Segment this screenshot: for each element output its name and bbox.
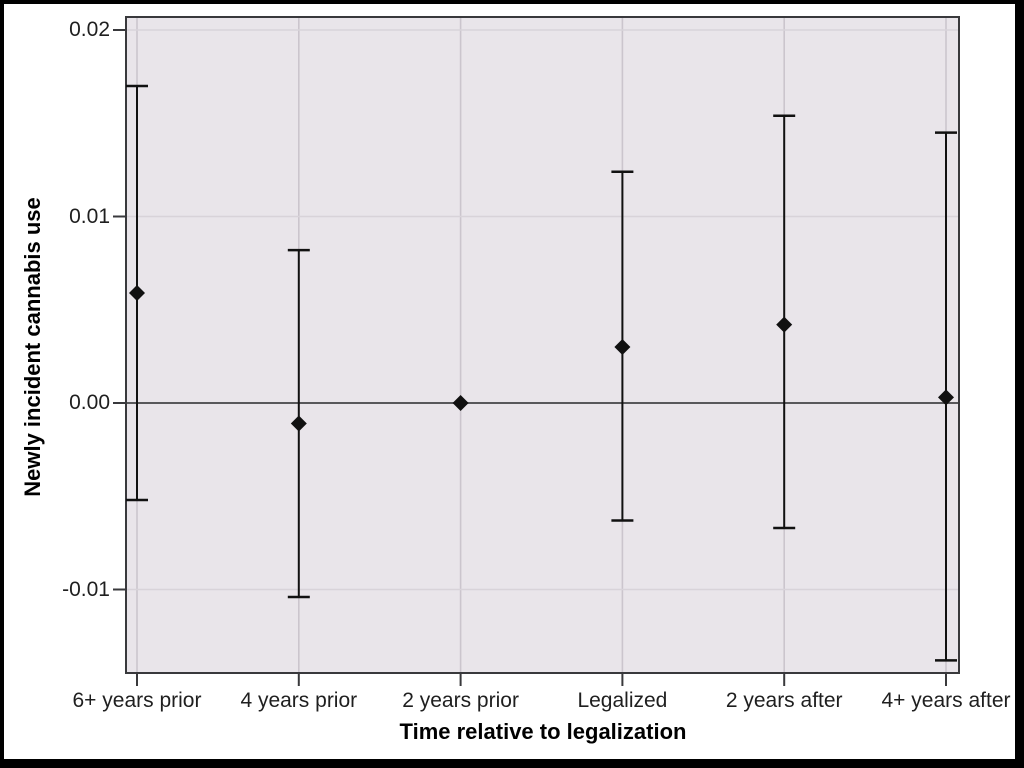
y-axis-title: Newly incident cannabis use xyxy=(19,197,45,497)
x-tick-label: 2 years prior xyxy=(402,689,519,712)
x-tick-label: 4 years prior xyxy=(240,689,358,712)
estimate-diamond-marker xyxy=(614,339,631,356)
plot-background xyxy=(126,17,959,673)
x-tick-label: Legalized xyxy=(577,689,668,712)
y-tick-label: 0.00 xyxy=(69,391,110,414)
estimate-diamond-marker xyxy=(129,284,145,301)
x-tick-label: 6+ years prior xyxy=(72,689,202,712)
estimate-diamond-marker xyxy=(452,395,469,411)
x-axis-title: Time relative to legalization xyxy=(399,719,687,744)
y-tick-label: 0.02 xyxy=(69,18,110,41)
estimate-diamond-marker xyxy=(290,415,307,432)
x-tick-label: 4+ years after xyxy=(881,689,1011,712)
estimate-diamond-marker xyxy=(776,316,793,333)
y-tick-label: -0.01 xyxy=(62,577,110,601)
plot-frame xyxy=(125,16,960,674)
estimate-diamond-marker xyxy=(938,389,954,406)
y-tick-label: 0.01 xyxy=(69,204,110,228)
x-tick-label: 2 years after xyxy=(725,689,843,712)
